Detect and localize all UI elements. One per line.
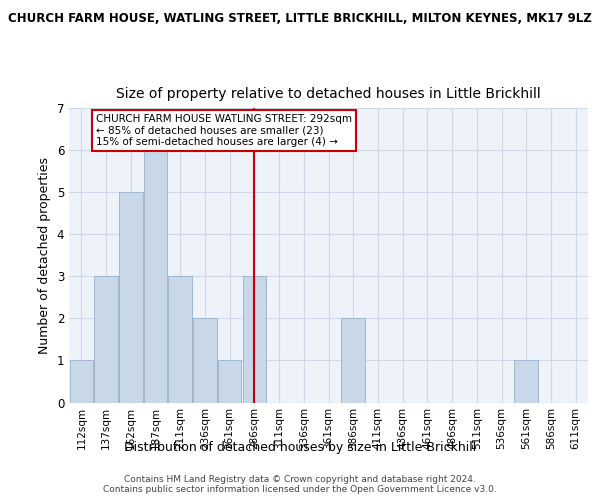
Bar (514, 360, 538, 403)
Bar (119, 192, 143, 402)
Bar (218, 360, 241, 403)
Text: CHURCH FARM HOUSE, WATLING STREET, LITTLE BRICKHILL, MILTON KEYNES, MK17 9LZ: CHURCH FARM HOUSE, WATLING STREET, LITTL… (8, 12, 592, 26)
Bar (169, 276, 192, 402)
Text: Distribution of detached houses by size in Little Brickhill: Distribution of detached houses by size … (124, 441, 476, 454)
Text: CHURCH FARM HOUSE WATLING STREET: 292sqm
← 85% of detached houses are smaller (2: CHURCH FARM HOUSE WATLING STREET: 292sqm… (96, 114, 352, 147)
Bar (193, 318, 217, 402)
Bar (144, 150, 167, 402)
Title: Size of property relative to detached houses in Little Brickhill: Size of property relative to detached ho… (116, 87, 541, 101)
Text: Contains HM Land Registry data © Crown copyright and database right 2024.
Contai: Contains HM Land Registry data © Crown c… (103, 474, 497, 494)
Y-axis label: Number of detached properties: Number of detached properties (38, 156, 51, 354)
Bar (341, 318, 365, 402)
Bar (70, 360, 93, 403)
Bar (94, 276, 118, 402)
Bar (242, 276, 266, 402)
